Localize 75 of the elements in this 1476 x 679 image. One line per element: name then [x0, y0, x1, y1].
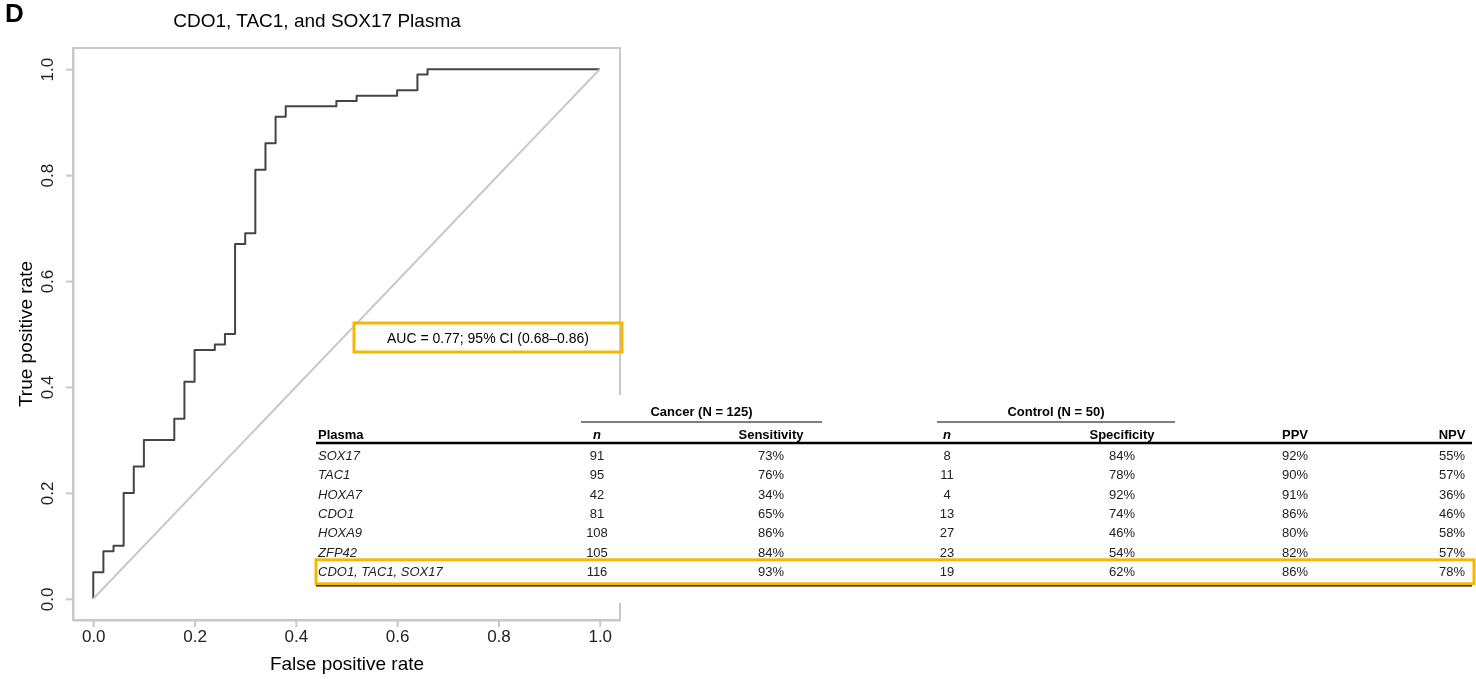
y-tick-label: 0.0	[38, 587, 57, 612]
y-tick-label: 0.4	[38, 375, 57, 400]
x-tick-label: 0.2	[183, 627, 207, 647]
data-label: 92%	[1281, 448, 1309, 463]
data-label: 34%	[757, 486, 785, 502]
category-label: HOXA7	[318, 486, 363, 502]
data-label: 84%	[1108, 448, 1136, 463]
y-tick-label: 0.8	[38, 163, 57, 188]
data-label: 65%	[757, 505, 785, 521]
category-label: HOXA9	[318, 525, 363, 541]
data-label: 46%	[1438, 505, 1466, 521]
data-label: 46%	[1108, 525, 1136, 541]
text: Control (N = 50)	[1007, 404, 1105, 419]
data-label: 82%	[1281, 544, 1309, 560]
data-label: 54%	[1108, 544, 1136, 560]
x-tick-label: 0.6	[385, 627, 410, 647]
category-label: ZFP42	[317, 544, 358, 560]
data-label: 86%	[1281, 563, 1309, 579]
data-label: 58%	[1438, 525, 1466, 541]
y-tick-label: 0.2	[38, 481, 57, 506]
data-label: 62%	[1108, 563, 1136, 579]
data-label: 91	[589, 448, 605, 463]
y-tick-label: 1.0	[38, 57, 57, 82]
data-label: 93%	[757, 563, 785, 579]
data-label: 80%	[1281, 525, 1309, 541]
text: Specificity	[1089, 427, 1156, 442]
category-label: CDO1	[318, 505, 355, 521]
series-label: n	[593, 427, 602, 442]
x-tick-label: 0.0	[81, 627, 106, 647]
data-label: 108	[586, 525, 608, 541]
data-label: 81	[589, 505, 605, 521]
data-label: 4	[943, 486, 951, 502]
text: n	[943, 427, 952, 442]
data-label: 27	[939, 525, 955, 541]
text: NPV	[1438, 427, 1466, 442]
text: D	[5, 0, 24, 28]
data-label: 13	[939, 505, 955, 521]
data-label: 86%	[757, 525, 785, 541]
y-tick-label: 0.6	[38, 269, 57, 294]
x-tick-label: 0.4	[284, 627, 309, 647]
data-label: 105	[586, 544, 608, 560]
data-label: 57%	[1438, 467, 1466, 483]
data-label: 42	[589, 486, 605, 502]
text: Cancer (N = 125)	[650, 404, 753, 419]
category-label: CDO1, TAC1, SOX17	[318, 563, 444, 579]
y-axis-title: True positive rate	[15, 260, 36, 408]
text: Sensitivity	[738, 427, 805, 442]
data-label: 11	[940, 467, 954, 483]
data-label: 74%	[1108, 505, 1136, 521]
data-label: 90%	[1281, 467, 1309, 483]
data-label: 78%	[1438, 563, 1466, 579]
data-label: 8	[943, 448, 951, 463]
x-tick-label: 1.0	[588, 627, 613, 647]
chart-title: CDO1, TAC1, and SOX17 Plasma	[173, 10, 462, 31]
category-label: TAC1	[318, 467, 351, 483]
data-label: 95	[589, 467, 605, 483]
category-label: SOX17	[318, 448, 361, 463]
data-label: 55%	[1438, 448, 1466, 463]
x-tick-label: 0.8	[487, 627, 511, 647]
x-axis-title: False positive rate	[269, 653, 425, 674]
text: Plasma	[318, 427, 365, 442]
data-label: 86%	[1281, 505, 1309, 521]
data-label: 36%	[1438, 486, 1466, 502]
annotation: AUC = 0.77; 95% CI (0.68–0.86)	[387, 330, 589, 346]
data-label: 91%	[1281, 486, 1309, 502]
data-label: 57%	[1438, 544, 1466, 560]
data-label: 78%	[1108, 467, 1136, 483]
data-label: 116	[586, 563, 608, 579]
data-label: 84%	[757, 544, 785, 560]
data-label: 76%	[757, 467, 785, 483]
data-label: 73%	[757, 448, 785, 463]
data-label: 92%	[1108, 486, 1136, 502]
data-label: 19	[939, 563, 955, 579]
data-label: 23	[939, 544, 955, 560]
text: PPV	[1281, 427, 1309, 442]
